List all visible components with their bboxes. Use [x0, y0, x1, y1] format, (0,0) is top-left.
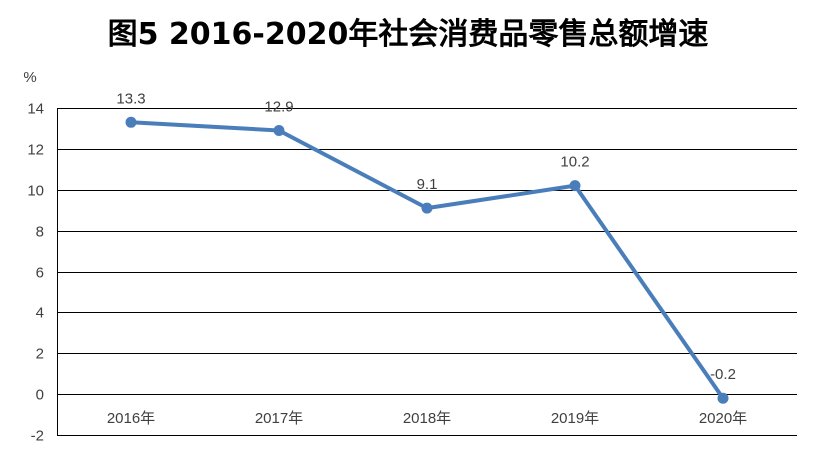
- y-tick-label: 10: [27, 183, 44, 200]
- y-tick-label: 8: [36, 224, 44, 241]
- data-label: 10.2: [560, 154, 589, 171]
- y-tick-label: 12: [27, 142, 44, 159]
- series-line: [130, 120, 725, 400]
- data-point: [125, 116, 137, 128]
- data-labels: 13.3 12.9 9.1 10.2 -0.2: [116, 90, 736, 383]
- x-tick-label: 2017年: [255, 410, 303, 427]
- y-tick-label: 14: [27, 101, 44, 118]
- x-tick-label: 2018年: [403, 410, 451, 427]
- y-tick-label: 4: [36, 305, 44, 322]
- x-tick-labels: 2016年 2017年 2018年 2019年 2020年: [107, 410, 747, 427]
- data-label: 12.9: [264, 98, 293, 115]
- data-points: [125, 116, 729, 404]
- y-axis-unit-label: %: [23, 69, 36, 86]
- x-tick-label: 2016年: [107, 410, 155, 427]
- data-label: -0.2: [710, 366, 736, 383]
- data-point: [569, 180, 581, 192]
- data-point: [717, 392, 729, 404]
- y-tick-label: 2: [36, 346, 44, 363]
- y-tick-label: 6: [36, 265, 44, 282]
- axes: %: [23, 69, 58, 435]
- x-tick-label: 2019年: [551, 410, 599, 427]
- data-label: 9.1: [417, 176, 438, 193]
- chart-title: 图5 2016-2020年社会消费品零售总额增速: [107, 17, 709, 52]
- y-tick-label: -2: [31, 428, 44, 445]
- x-tick-label: 2020年: [699, 410, 747, 427]
- y-tick-labels: -2 0 2 4 6 8 10 12 14: [27, 101, 44, 445]
- y-tick-label: 0: [36, 387, 44, 404]
- gridlines: [57, 108, 797, 436]
- data-point: [273, 124, 285, 136]
- series-1: [130, 120, 725, 400]
- data-label: 13.3: [116, 90, 145, 107]
- data-point: [421, 202, 433, 214]
